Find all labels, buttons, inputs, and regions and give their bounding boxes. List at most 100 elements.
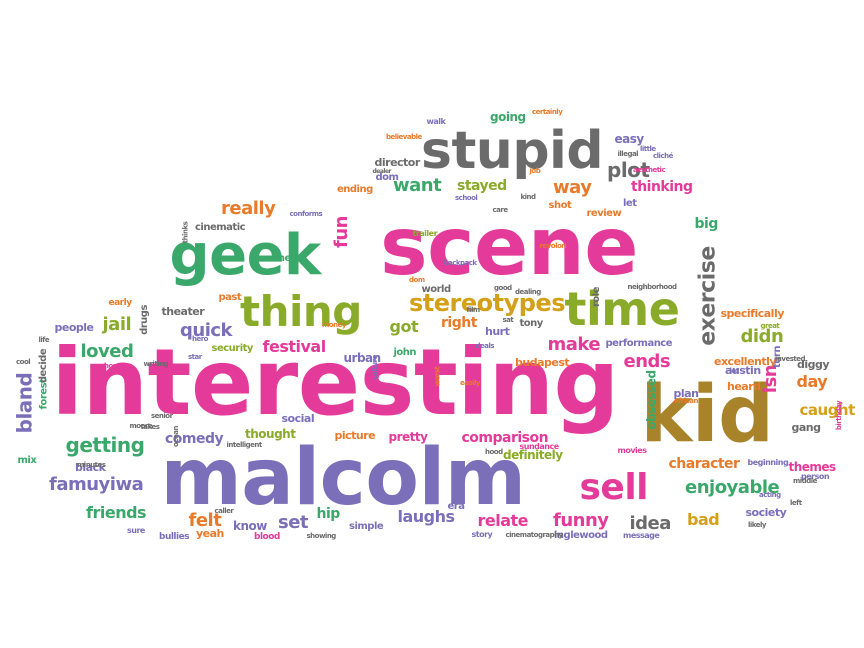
cloud-word: comedy <box>165 431 224 447</box>
cloud-word: budapest <box>515 355 570 369</box>
cloud-word: takes <box>140 422 160 431</box>
cloud-word: decide <box>38 348 50 384</box>
cloud-word: inglewood <box>554 530 608 541</box>
cloud-word: laughs <box>397 507 456 526</box>
cloud-word: sat <box>502 315 514 324</box>
cloud-word: kind <box>520 192 537 201</box>
cloud-word: plan <box>673 386 699 400</box>
cloud-word: invested <box>775 354 805 363</box>
cloud-word: director <box>374 155 421 169</box>
cloud-word: scene <box>380 200 639 293</box>
cloud-word: thinks <box>181 221 190 243</box>
cloud-word: set <box>278 512 309 533</box>
cloud-word: showing <box>306 531 337 540</box>
cloud-word: walk <box>426 117 446 126</box>
cloud-word: cinematography <box>505 530 564 539</box>
cloud-word: plot <box>607 158 650 182</box>
cloud-word: ending <box>337 184 373 195</box>
cloud-word: trailer <box>412 229 438 238</box>
cloud-word: social <box>281 411 315 425</box>
cloud-word: blood <box>254 531 280 542</box>
cloud-word: picture <box>334 428 376 442</box>
cloud-word: bad <box>687 510 720 529</box>
cloud-word: worst <box>433 366 442 386</box>
cloud-word: bullies <box>159 531 190 542</box>
cloud-word: festival <box>262 337 327 356</box>
cloud-word: character <box>668 456 740 472</box>
cloud-word: tony <box>519 318 544 329</box>
cloud-word: stayed <box>457 178 507 194</box>
cloud-word: likely <box>748 520 766 529</box>
cloud-word: dealer <box>372 168 392 175</box>
cloud-word: senior <box>151 411 173 420</box>
cloud-word: middle <box>793 476 817 485</box>
cloud-word: hood <box>485 447 503 456</box>
cloud-word: deals <box>475 341 495 350</box>
cloud-word: famuyiwa <box>49 474 144 495</box>
cloud-word: easy <box>614 132 645 146</box>
cloud-word: going <box>490 110 526 124</box>
cloud-word: star <box>188 352 202 361</box>
cloud-word: cliché <box>653 151 673 160</box>
cloud-word: thinking <box>631 179 693 195</box>
cloud-word: caught <box>799 400 856 419</box>
cloud-word: urban <box>343 351 382 365</box>
cloud-word: film <box>466 305 481 314</box>
cloud-word: felt <box>188 510 222 531</box>
cloud-word: jail <box>102 314 132 335</box>
cloud-word: life <box>38 335 50 344</box>
cloud-word: message <box>623 531 660 540</box>
cloud-word: movies <box>617 446 647 455</box>
cloud-word: person <box>801 472 830 481</box>
cloud-word: job <box>529 166 541 175</box>
cloud-word: bland <box>11 372 36 434</box>
cloud-word: world <box>421 284 452 295</box>
cloud-word: pretty <box>388 430 428 444</box>
cloud-word: know <box>233 519 267 533</box>
cloud-word: exercise <box>695 246 721 346</box>
cloud-word: intelligent <box>226 440 263 449</box>
cloud-word: sure <box>127 526 145 535</box>
cloud-word: getting <box>65 433 145 457</box>
cloud-word: dom <box>375 172 399 183</box>
cloud-word: beginning <box>747 458 789 467</box>
cloud-word: sundance <box>519 442 560 451</box>
cloud-word: time <box>564 282 680 336</box>
cloud-word: review <box>586 208 622 219</box>
cloud-word: security <box>211 343 254 354</box>
cloud-word: right <box>441 315 477 331</box>
cloud-word: conforms <box>289 209 323 218</box>
cloud-word: illegal <box>617 149 639 158</box>
cloud-word: lot <box>729 366 740 375</box>
cloud-word: big <box>694 216 719 232</box>
cloud-word: isn <box>760 364 782 394</box>
cloud-word: left <box>790 498 802 507</box>
cloud-word: thought <box>245 427 296 441</box>
cloud-word: role <box>591 286 603 308</box>
cloud-word: funny <box>553 510 609 531</box>
cloud-word: neighborhood <box>627 282 678 291</box>
cloud-word: believable <box>386 132 422 141</box>
cloud-word: idea <box>629 513 672 534</box>
cloud-word: loved <box>80 341 134 362</box>
cloud-word: revolori <box>539 241 567 250</box>
cloud-word: hero <box>192 334 209 343</box>
cloud-word: want <box>393 175 442 196</box>
cloud-word: dom <box>409 275 425 284</box>
cloud-word: mix <box>17 455 37 466</box>
cloud-word: story <box>471 530 493 539</box>
cloud-word: sell <box>579 467 649 508</box>
cloud-word: themes <box>788 460 837 474</box>
cloud-word: society <box>745 505 787 519</box>
cloud-word: hope <box>104 361 122 370</box>
cloud-word: caller <box>214 506 234 515</box>
cloud-word: performance <box>605 338 673 349</box>
cloud-word: hurt <box>485 324 510 338</box>
cloud-word: cool <box>16 357 31 366</box>
cloud-word: specifically <box>720 306 785 320</box>
cloud-word: let <box>623 198 637 209</box>
cloud-word: friends <box>86 503 147 522</box>
cloud-word: quick <box>180 320 233 341</box>
cloud-word: past <box>218 292 242 303</box>
